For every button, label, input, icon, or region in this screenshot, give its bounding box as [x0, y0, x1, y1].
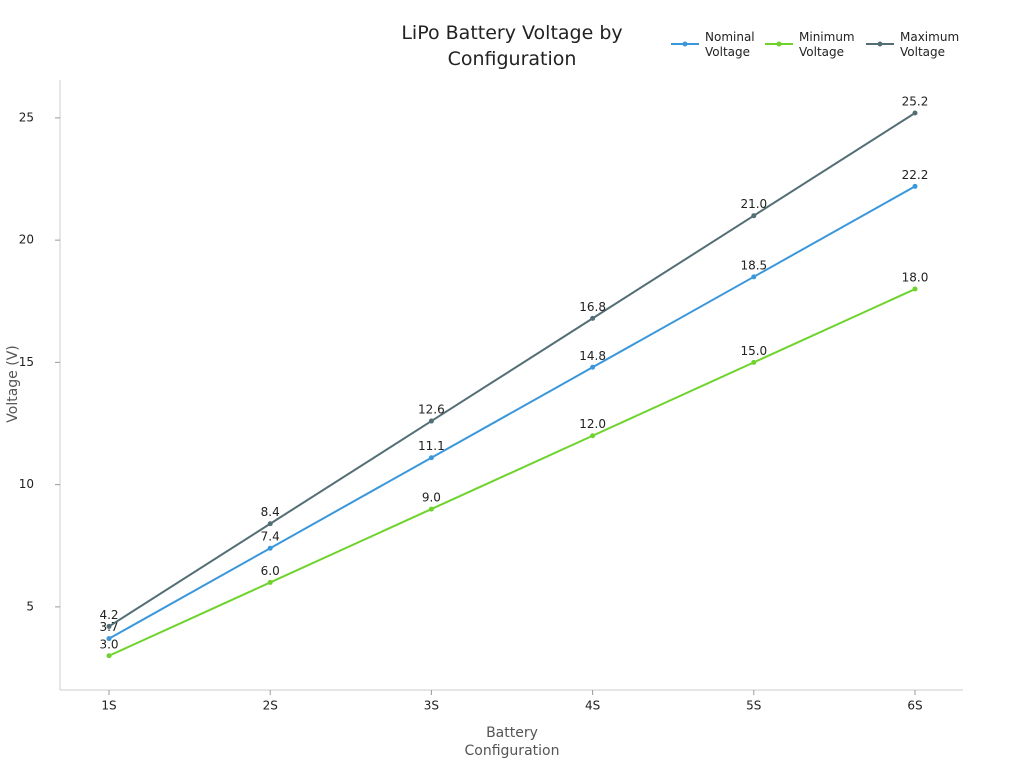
- x-tick-label: 4S: [585, 699, 600, 713]
- legend-label: Maximum Voltage: [900, 30, 960, 59]
- x-axis-label: Battery Configuration: [464, 725, 560, 759]
- data-point: [428, 455, 434, 461]
- series-line: [108, 112, 916, 628]
- data-point: [590, 364, 596, 370]
- data-point: [590, 315, 596, 321]
- data-point: [590, 433, 596, 439]
- data-label: 16.8: [579, 300, 606, 314]
- x-tick-label: 6S: [907, 699, 922, 713]
- data-point: [751, 213, 757, 219]
- data-point: [751, 274, 757, 280]
- data-point: [106, 653, 112, 659]
- legend-marker: [877, 41, 883, 47]
- data-point: [751, 359, 757, 365]
- data-point: [267, 579, 273, 585]
- data-label: 3.0: [99, 637, 118, 651]
- chart-title: LiPo Battery Voltage by Configuration: [401, 22, 623, 70]
- y-axis-label: Voltage (V): [5, 345, 21, 422]
- data-label: 14.8: [579, 349, 606, 363]
- data-point: [912, 110, 918, 116]
- data-label: 12.6: [418, 403, 445, 417]
- y-tick-label: 15: [19, 355, 34, 369]
- series-line: [108, 288, 916, 657]
- y-tick-label: 10: [19, 477, 34, 491]
- data-point: [267, 545, 273, 551]
- data-label: 22.2: [902, 168, 929, 182]
- y-tick-label: 20: [19, 233, 34, 247]
- data-label: 11.1: [418, 439, 445, 453]
- data-label: 21.0: [740, 197, 767, 211]
- data-point: [106, 636, 112, 642]
- data-point: [428, 418, 434, 424]
- x-tick-label: 5S: [746, 699, 761, 713]
- legend-label: Nominal Voltage: [705, 30, 755, 59]
- series-line: [108, 185, 916, 640]
- data-label: 12.0: [579, 417, 606, 431]
- data-label: 25.2: [902, 95, 929, 109]
- y-tick-label: 25: [19, 110, 34, 124]
- x-tick-label: 2S: [263, 699, 278, 713]
- x-tick-label: 3S: [424, 699, 439, 713]
- data-label: 4.2: [99, 608, 118, 622]
- data-label: 18.0: [902, 271, 929, 285]
- data-point: [267, 521, 273, 527]
- data-label: 6.0: [261, 564, 280, 578]
- data-point: [912, 286, 918, 292]
- data-point: [912, 183, 918, 189]
- data-label: 18.5: [740, 258, 767, 272]
- legend-marker: [682, 41, 688, 47]
- data-label: 9.0: [422, 491, 441, 505]
- y-tick-label: 5: [26, 599, 34, 613]
- data-point: [428, 506, 434, 512]
- data-label: 15.0: [740, 344, 767, 358]
- x-tick-label: 1S: [101, 699, 116, 713]
- legend-marker: [776, 41, 782, 47]
- data-label: 7.4: [261, 530, 280, 544]
- data-point: [106, 623, 112, 629]
- data-label: 8.4: [261, 505, 280, 519]
- legend-label: Minimum Voltage: [799, 30, 855, 59]
